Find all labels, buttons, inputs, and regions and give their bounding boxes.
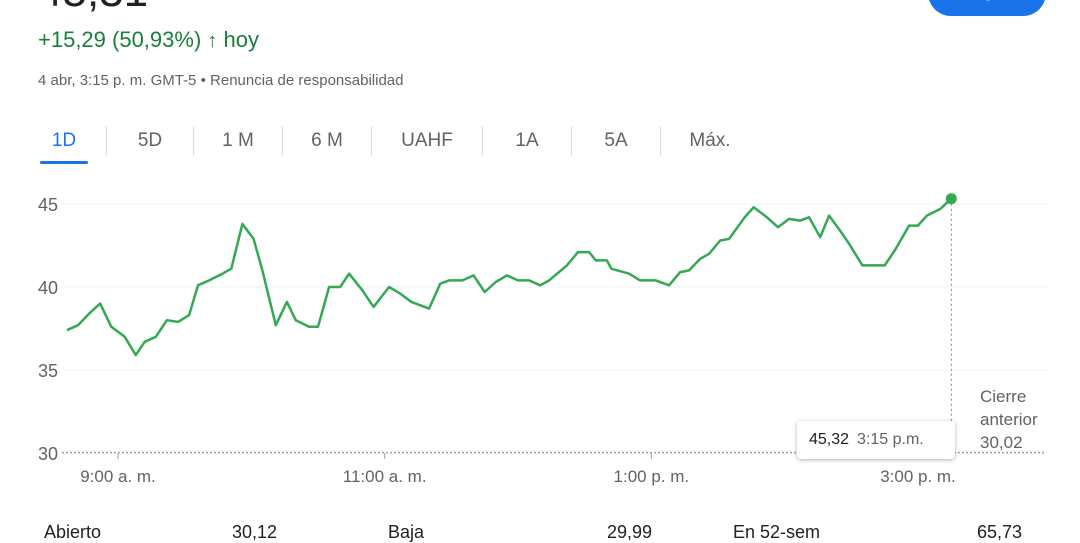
x-tick-label: 1:00 p. m. — [614, 467, 690, 486]
divider — [282, 126, 283, 156]
y-tick-label: 35 — [38, 361, 58, 381]
chart-tooltip: 45,32 3:15 p.m. — [797, 421, 955, 459]
divider — [571, 126, 572, 156]
previous-close: Cierre anterior 30,02 — [980, 385, 1038, 454]
tab-1m[interactable]: 1 M — [222, 130, 254, 151]
tab-6m[interactable]: 6 M — [311, 130, 343, 151]
tab-1y[interactable]: 1A — [515, 130, 539, 151]
x-tick-label: 3:00 p. m. — [880, 467, 956, 486]
price-line — [66, 197, 953, 357]
current-price: 45,31 — [38, 0, 148, 14]
previous-close-label-2: anterior — [980, 410, 1038, 429]
tooltip-time: 3:15 p.m. — [857, 431, 924, 448]
tab-5y[interactable]: 5A — [604, 130, 628, 151]
separator: • — [200, 72, 206, 89]
y-tick-label: 30 — [38, 444, 58, 464]
stat-label-low: Baja — [388, 522, 425, 542]
stat-value-52wk: 65,73 — [977, 522, 1023, 542]
follow-button[interactable]: Seguir — [928, 0, 1046, 16]
stat-value-low: 29,99 — [607, 522, 653, 542]
range-tabs: 1D 5D 1 M 6 M UAHF 1A 5A Máx. — [40, 124, 759, 164]
change-period: hoy — [223, 27, 260, 52]
x-tick-label: 9:00 a. m. — [80, 467, 156, 486]
tab-max[interactable]: Máx. — [689, 130, 731, 151]
change-value: +15,29 (50,93%) — [38, 27, 202, 52]
divider — [106, 126, 107, 156]
tooltip-value: 45,32 — [809, 431, 850, 448]
price-change: +15,29 (50,93%) ↑ hoy — [38, 27, 259, 53]
tab-5d[interactable]: 5D — [137, 130, 163, 151]
previous-close-value: 30,02 — [980, 433, 1023, 452]
previous-close-label: Cierre — [980, 387, 1027, 406]
stat-label-open: Abierto — [44, 522, 102, 542]
divider — [482, 126, 483, 156]
stat-label-52wk: En 52-sem — [733, 522, 821, 542]
x-tick-label: 11:00 a. m. — [343, 467, 427, 486]
timestamp: 4 abr, 3:15 p. m. GMT-5 — [38, 72, 197, 89]
hover-point — [945, 193, 957, 205]
tab-1d[interactable]: 1D — [40, 124, 88, 164]
timestamp-line: 4 abr, 3:15 p. m. GMT-5 • Renuncia de re… — [38, 72, 404, 89]
stat-value-open: 30,12 — [232, 522, 278, 542]
divider — [660, 126, 661, 156]
tab-ytd[interactable]: UAHF — [401, 130, 453, 151]
y-tick-label: 40 — [38, 278, 58, 298]
disclaimer-link[interactable]: Renuncia de responsabilidad — [210, 72, 404, 89]
divider — [193, 126, 194, 156]
divider — [371, 126, 372, 156]
y-tick-label: 45 — [38, 195, 58, 215]
arrow-up-icon: ↑ — [207, 30, 218, 52]
